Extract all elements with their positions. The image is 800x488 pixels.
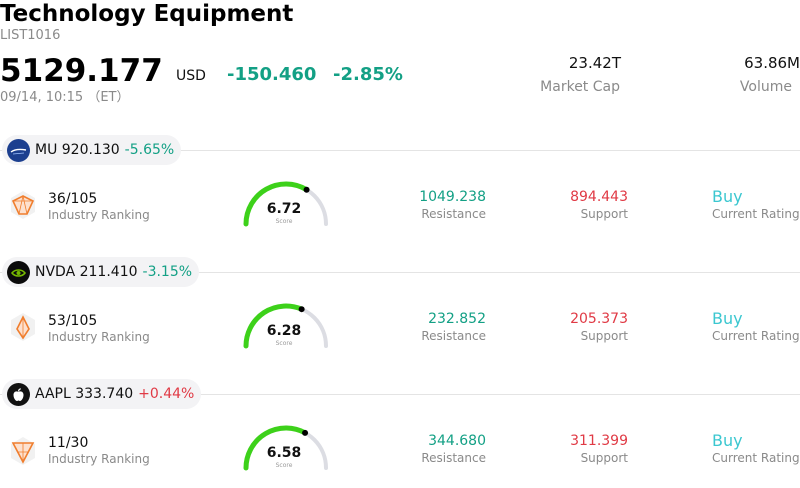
ranking-badge-icon [11, 437, 35, 465]
stock-chip-nvda[interactable]: NVDA 211.410 -3.15% [2, 257, 200, 287]
micron-logo-icon [7, 138, 30, 162]
index-change: -150.460 [227, 64, 317, 85]
market-cap-value: 23.42T [568, 54, 621, 72]
resistance-block: 1049.238 Resistance [419, 188, 486, 222]
stock-change-pct: -3.15% [142, 264, 193, 280]
stock-change-pct: +0.44% [138, 386, 195, 402]
support-block: 894.443 Support [570, 188, 628, 222]
volume-label: Volume [739, 79, 792, 95]
section-divider [0, 150, 800, 151]
support-value: 205.373 [570, 311, 628, 327]
industry-ranking-label: Industry Ranking [48, 330, 150, 344]
industry-ranking-label: Industry Ranking [48, 208, 150, 222]
index-price: 5129.177 [0, 53, 163, 89]
resistance-value: 344.680 [428, 433, 486, 449]
current-rating-label: Current Rating [712, 451, 800, 465]
score-gauge [243, 425, 328, 471]
support-block: 205.373 Support [570, 310, 628, 344]
stock-chip-mu[interactable]: MU 920.130 -5.65% [2, 135, 182, 165]
section-divider [0, 394, 800, 395]
stock-symbol-price: NVDA 211.410 [35, 264, 138, 280]
quote-time: 09/14, 10:15 （ET） [0, 90, 130, 105]
resistance-label: Resistance [421, 451, 486, 465]
ranking-badge-icon [11, 191, 35, 219]
current-rating-value: Buy [712, 309, 743, 328]
score-gauge [243, 303, 328, 349]
currency-label: USD [176, 68, 206, 84]
score-value: 6.58 [266, 445, 302, 461]
gauge-indicator [302, 429, 309, 436]
rating-block: Buy Current Rating [712, 188, 800, 222]
support-block: 311.399 Support [570, 432, 628, 466]
stock-change-pct: -5.65% [124, 142, 175, 158]
section-divider [0, 272, 800, 273]
rating-block: Buy Current Rating [712, 432, 800, 466]
gauge-indicator [303, 186, 310, 193]
score-value: 6.72 [266, 201, 302, 217]
resistance-value: 1049.238 [419, 189, 486, 205]
support-value: 311.399 [570, 433, 628, 449]
score-label: Score [275, 462, 293, 469]
gauge-fill [243, 303, 305, 349]
rating-block: Buy Current Rating [712, 310, 800, 344]
current-rating-value: Buy [712, 431, 743, 450]
support-label: Support [580, 451, 628, 465]
gauge-fill [243, 425, 308, 471]
ranking-badge-icon [11, 313, 35, 341]
score-label: Score [275, 340, 293, 347]
resistance-value: 232.852 [428, 311, 486, 327]
volume-value: 63.86M [744, 54, 800, 72]
index-change-pct: -2.85% [333, 64, 403, 85]
index-title: Technology Equipment [0, 1, 294, 27]
industry-ranking-value: 53/105 [48, 313, 98, 329]
index-code: LIST1016 [0, 28, 61, 43]
score-gauge [243, 181, 328, 227]
apple-logo-icon [7, 382, 30, 406]
market-cap-label: Market Cap [540, 79, 620, 95]
support-label: Support [580, 329, 628, 343]
current-rating-label: Current Rating [712, 207, 800, 221]
score-value: 6.28 [266, 323, 302, 339]
current-rating-value: Buy [712, 187, 743, 206]
resistance-label: Resistance [421, 329, 486, 343]
industry-ranking-value: 11/30 [48, 435, 89, 451]
resistance-label: Resistance [421, 207, 486, 221]
support-value: 894.443 [570, 189, 628, 205]
resistance-block: 344.680 Resistance [421, 432, 486, 466]
nvidia-logo-icon [7, 260, 30, 284]
current-rating-label: Current Rating [712, 329, 800, 343]
gauge-indicator [298, 306, 305, 313]
stock-symbol-price: AAPL 333.740 [35, 386, 134, 402]
resistance-block: 232.852 Resistance [421, 310, 486, 344]
support-label: Support [580, 207, 628, 221]
score-label: Score [275, 218, 293, 225]
industry-ranking-value: 36/105 [48, 191, 98, 207]
stock-chip-aapl[interactable]: AAPL 333.740 +0.44% [2, 379, 202, 409]
gauge-fill [243, 181, 310, 227]
industry-ranking-label: Industry Ranking [48, 452, 150, 466]
stock-symbol-price: MU 920.130 [35, 142, 120, 158]
